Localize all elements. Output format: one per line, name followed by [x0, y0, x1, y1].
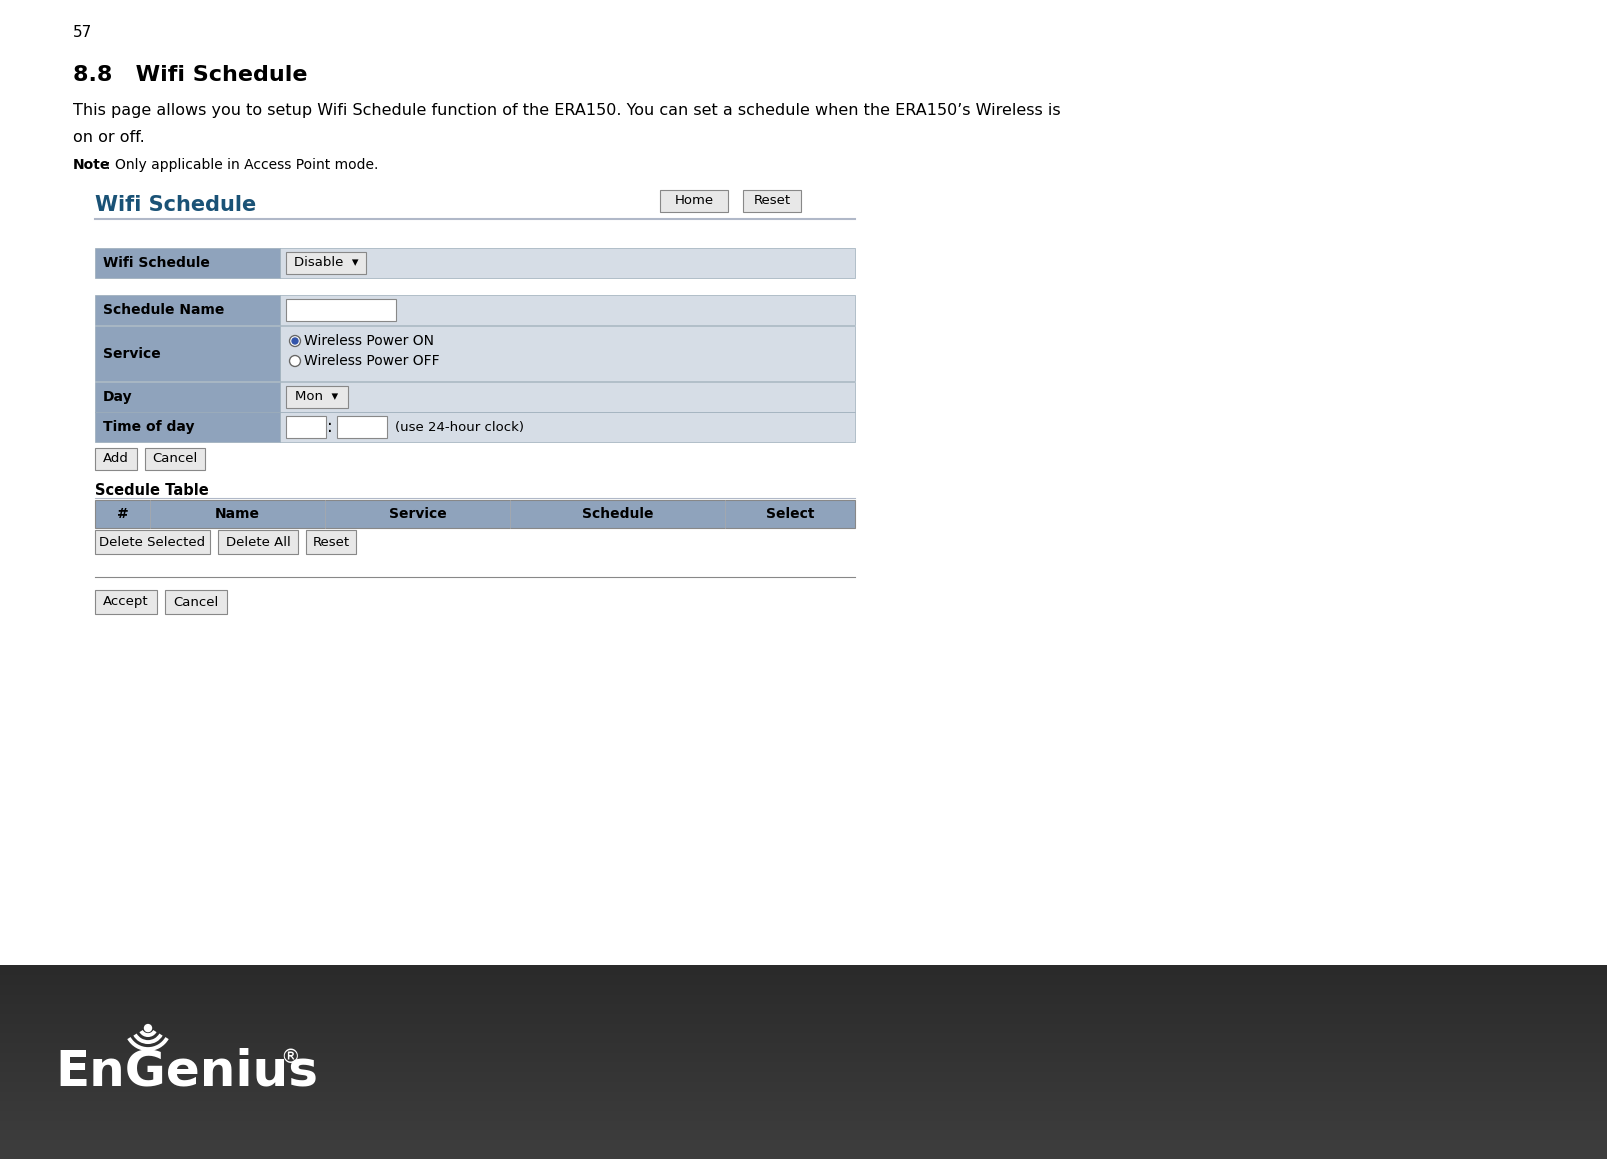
Text: :: : — [328, 418, 333, 436]
Text: Day: Day — [103, 389, 133, 404]
Circle shape — [289, 335, 301, 347]
Bar — [95, 248, 280, 278]
Text: This page allows you to setup Wifi Schedule function of the ERA150. You can set : This page allows you to setup Wifi Sched… — [72, 103, 1061, 118]
Text: Note: Note — [72, 158, 111, 172]
Bar — [95, 500, 855, 529]
Text: 8.8   Wifi Schedule: 8.8 Wifi Schedule — [72, 65, 307, 85]
Bar — [280, 382, 855, 411]
Bar — [305, 530, 357, 554]
Text: Service: Service — [103, 347, 161, 360]
Bar — [280, 248, 855, 278]
Text: Wifi Schedule: Wifi Schedule — [95, 195, 256, 216]
Bar — [660, 190, 728, 212]
Text: Home: Home — [675, 195, 714, 207]
Bar — [280, 296, 855, 325]
Text: Accept: Accept — [103, 596, 149, 608]
Text: Name: Name — [215, 506, 260, 522]
Bar — [95, 449, 137, 471]
Text: 57: 57 — [72, 25, 92, 41]
Text: Mon  ▾: Mon ▾ — [296, 391, 339, 403]
Circle shape — [145, 1025, 151, 1032]
Text: Wifi Schedule: Wifi Schedule — [103, 256, 211, 270]
Circle shape — [289, 356, 301, 366]
Bar — [286, 299, 395, 321]
Bar — [280, 326, 855, 381]
Text: Add: Add — [103, 452, 129, 466]
Text: Cancel: Cancel — [153, 452, 198, 466]
Text: Schedule: Schedule — [582, 506, 654, 522]
Bar — [145, 449, 206, 471]
Text: Reset: Reset — [312, 535, 350, 548]
Text: EnGenius: EnGenius — [55, 1048, 318, 1095]
Text: Cancel: Cancel — [174, 596, 219, 608]
Text: Time of day: Time of day — [103, 420, 194, 433]
Bar — [95, 411, 280, 442]
Bar — [286, 252, 366, 274]
Text: Scedule Table: Scedule Table — [95, 483, 209, 498]
Text: Wireless Power ON: Wireless Power ON — [304, 334, 434, 348]
Text: Reset: Reset — [754, 195, 791, 207]
Text: Select: Select — [767, 506, 815, 522]
Text: : Only applicable in Access Point mode.: : Only applicable in Access Point mode. — [106, 158, 378, 172]
Text: Delete Selected: Delete Selected — [100, 535, 206, 548]
Bar — [742, 190, 800, 212]
Bar — [286, 386, 349, 408]
Bar — [280, 411, 855, 442]
Text: (use 24-hour clock): (use 24-hour clock) — [395, 421, 524, 433]
Bar — [95, 530, 211, 554]
Text: ®: ® — [280, 1048, 299, 1067]
Circle shape — [292, 338, 297, 344]
Bar — [337, 416, 387, 438]
Bar — [219, 530, 297, 554]
Text: Disable  ▾: Disable ▾ — [294, 256, 358, 270]
Bar — [95, 382, 280, 411]
Text: Schedule Name: Schedule Name — [103, 302, 225, 318]
Text: Wireless Power OFF: Wireless Power OFF — [304, 353, 440, 369]
Bar — [95, 296, 280, 325]
Bar — [95, 590, 157, 614]
Text: Service: Service — [389, 506, 447, 522]
Bar — [166, 590, 227, 614]
Bar — [95, 326, 280, 381]
Bar — [286, 416, 326, 438]
Text: on or off.: on or off. — [72, 130, 145, 145]
Text: #: # — [117, 506, 129, 522]
Text: Delete All: Delete All — [225, 535, 291, 548]
